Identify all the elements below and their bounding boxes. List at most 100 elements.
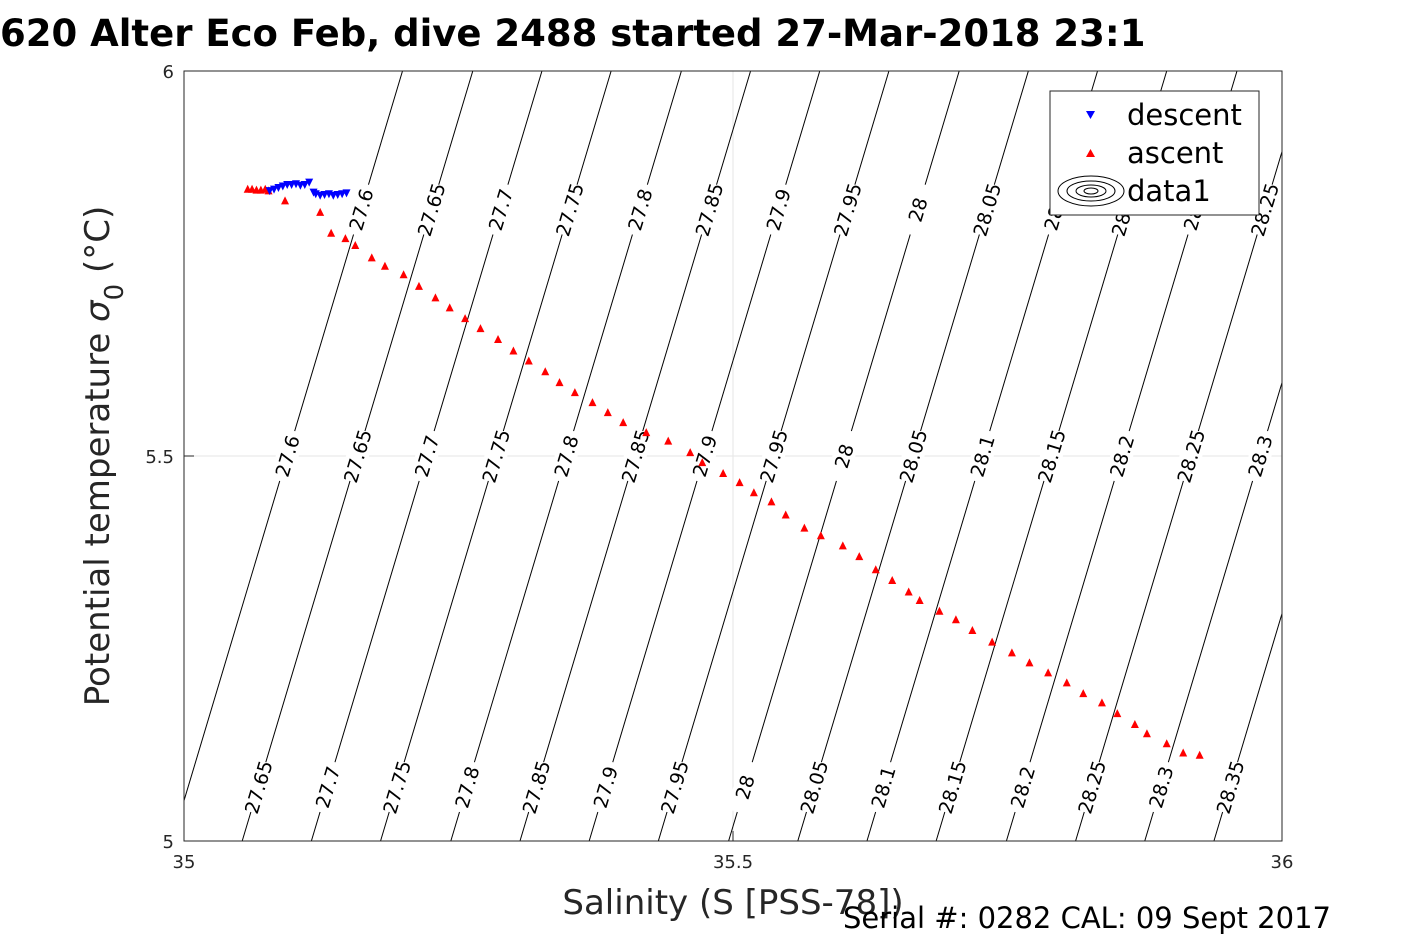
ascent-point: [570, 388, 579, 397]
ascent-point: [399, 270, 408, 279]
ascent-point: [904, 587, 913, 596]
contour-label-gap: [865, 759, 902, 816]
contour-label-gap: [587, 759, 624, 816]
ascent-point: [341, 234, 350, 243]
ascent-point: [1162, 739, 1171, 748]
legend-ascent-marker: [1086, 149, 1095, 157]
descent-point: [305, 178, 314, 187]
y-axis-label-symbol: σ: [78, 299, 118, 322]
contour-label-gap: [548, 427, 585, 485]
contour-label-gap: [482, 181, 519, 238]
contour-label-gap: [343, 181, 379, 238]
contour-label-gap: [795, 759, 832, 816]
ascent-point: [588, 398, 597, 407]
ascent-point: [281, 196, 290, 205]
contour-label-gap: [378, 759, 415, 816]
contour-label-gap: [895, 427, 932, 485]
ascent-point: [367, 253, 376, 262]
y-axis-ticks: 55.56: [145, 62, 194, 853]
ascent-point: [1179, 748, 1188, 757]
ascent-point: [1097, 698, 1106, 707]
ascent-point: [871, 565, 880, 574]
ascent-point: [642, 428, 651, 437]
ascent-point: [719, 468, 728, 477]
ascent-point: [1025, 658, 1034, 667]
contour-label-gap: [825, 427, 862, 485]
contour-label-gap: [829, 181, 866, 238]
contour-label-gap: [1242, 427, 1279, 485]
contour-label-gap: [686, 427, 723, 485]
legend-box: [1049, 90, 1260, 216]
contour-line: [1284, 71, 1417, 841]
legend-descent-label: descent: [1127, 98, 1242, 132]
ascent-point: [838, 541, 847, 550]
contour-label-group: 28.3: [1242, 427, 1279, 485]
y-tick-label: 5.5: [145, 447, 174, 468]
contour-label-gap: [691, 181, 728, 238]
ascent-point: [855, 552, 864, 561]
footer-serial-cal: Serial #: 0282 CAL: 09 Sept 2017: [843, 901, 1331, 935]
descent-series: [265, 178, 351, 200]
ascent-point: [414, 281, 423, 290]
y-axis-label-unit: (°C): [78, 206, 118, 284]
contour-labels: 27.627.627.6527.6527.6527.727.727.727.75…: [240, 181, 1284, 817]
contour-label-gap: [1004, 759, 1041, 816]
chart-title: 620 Alter Eco Feb, dive 2488 started 27-…: [0, 12, 1145, 55]
ascent-point: [509, 346, 518, 355]
ascent-point: [816, 531, 825, 540]
contour-label-gap: [1142, 759, 1179, 816]
descent-point: [265, 187, 274, 196]
descent-point: [274, 184, 283, 193]
ascent-point: [603, 408, 612, 417]
x-tick-label: 35: [173, 852, 196, 873]
contour-label-gap: [899, 181, 936, 238]
ascent-point: [749, 488, 758, 497]
ascent-point: [541, 367, 550, 376]
contour-label-gap: [518, 759, 555, 816]
ascent-point: [915, 595, 924, 604]
contour-label-gap: [240, 759, 277, 816]
ascent-point: [316, 207, 325, 216]
legend-data1-contour-icon: [1057, 175, 1125, 207]
contour-label-gap: [413, 181, 450, 238]
legend-data1-label: data1: [1127, 174, 1211, 208]
contour-label-gap: [656, 759, 693, 816]
descent-point: [278, 182, 287, 191]
ascent-series: [243, 184, 1204, 759]
ascent-point: [781, 510, 790, 519]
contour-label-gap: [551, 181, 588, 238]
y-tick-label: 6: [163, 62, 174, 83]
contour-label-gap: [934, 759, 971, 816]
x-tick-label: 35.5: [713, 852, 753, 873]
ascent-point: [431, 293, 440, 302]
ascent-point: [555, 378, 564, 387]
ascent-point: [1142, 729, 1151, 738]
ascent-point: [1195, 750, 1204, 759]
y-axis-label-main: Potential temperature: [78, 322, 118, 706]
ascent-point: [1007, 648, 1016, 657]
contour-label-gap: [408, 427, 445, 485]
contour-label-gap: [760, 181, 797, 238]
ascent-point: [1130, 719, 1139, 728]
ascent-point: [1079, 689, 1088, 698]
ascent-point: [988, 637, 997, 646]
ascent-point: [735, 478, 744, 487]
contour-label-gap: [477, 427, 514, 485]
contour-label-gap: [755, 427, 792, 485]
contour-label-gap: [1073, 759, 1110, 816]
legend: descent ascent data1: [1049, 90, 1260, 216]
ascent-point: [445, 303, 454, 312]
ascent-point: [698, 458, 707, 467]
ascent-point: [327, 228, 336, 237]
descent-point: [300, 180, 309, 189]
ascent-point: [524, 356, 533, 365]
contour-label-gap: [269, 427, 306, 485]
contour-label-gap: [1172, 427, 1209, 485]
ascent-point: [968, 626, 977, 635]
ascent-point: [1062, 678, 1071, 687]
ascent-point: [888, 575, 897, 584]
contour-label-gap: [1212, 759, 1249, 816]
contour-label-gap: [726, 759, 763, 816]
contour-label-gap: [964, 427, 1001, 485]
